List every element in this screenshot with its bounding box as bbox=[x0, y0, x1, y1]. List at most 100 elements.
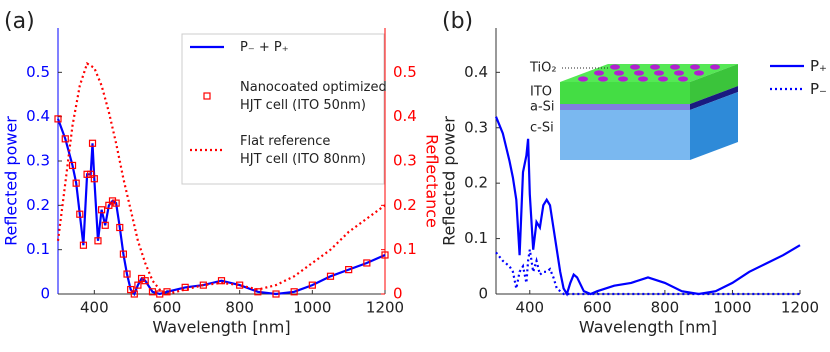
x-tick-label: 800 bbox=[651, 299, 680, 317]
marker bbox=[381, 251, 389, 259]
marker bbox=[90, 175, 98, 183]
dot bbox=[598, 76, 608, 82]
dot bbox=[710, 64, 720, 70]
x-axis-label: Wavelength [nm] bbox=[579, 318, 717, 337]
marker bbox=[108, 197, 117, 205]
dot bbox=[614, 70, 624, 76]
marker bbox=[79, 241, 88, 249]
dot bbox=[674, 70, 684, 76]
marker bbox=[97, 206, 106, 214]
side-csi bbox=[690, 92, 738, 160]
inset-label: a-Si bbox=[530, 100, 555, 115]
side-ito bbox=[690, 64, 738, 104]
y-tick-label: 0.2 bbox=[464, 174, 488, 192]
legend-label: Nanocoated optimized HJT cell (ITO 50nm) bbox=[240, 80, 387, 113]
marker bbox=[308, 281, 316, 289]
marker bbox=[68, 161, 77, 170]
dot bbox=[578, 76, 588, 82]
side-asi bbox=[690, 86, 738, 110]
y-tick-label: 0.2 bbox=[26, 196, 50, 214]
marker bbox=[54, 115, 62, 123]
x-tick-label: 600 bbox=[583, 299, 612, 317]
marker bbox=[123, 270, 131, 278]
marker bbox=[141, 277, 149, 285]
marker bbox=[199, 281, 207, 289]
marker bbox=[105, 201, 113, 209]
marker bbox=[88, 139, 97, 147]
inset-label: c-Si bbox=[530, 121, 554, 136]
x-tick-label: 400 bbox=[80, 299, 109, 317]
marker bbox=[127, 285, 135, 294]
y2-tick-label: 0.1 bbox=[393, 240, 417, 258]
legend-box bbox=[181, 33, 385, 185]
x-tick-label: 1200 bbox=[781, 299, 819, 317]
x-tick-label: 800 bbox=[225, 299, 254, 317]
inset-label: ITO bbox=[530, 85, 552, 100]
y-tick-label: 0.3 bbox=[464, 118, 488, 136]
dot bbox=[594, 70, 604, 76]
y-axis-label: Reflected power bbox=[2, 116, 21, 246]
marker bbox=[61, 135, 69, 143]
marker bbox=[137, 274, 146, 283]
dot bbox=[694, 70, 704, 76]
marker bbox=[134, 281, 142, 289]
y-tick-label: 0.1 bbox=[26, 240, 50, 258]
x-tick-label: 1000 bbox=[293, 299, 331, 317]
series-line bbox=[495, 249, 800, 296]
inset-diagram: TiO₂ ITO a-Si c-Si bbox=[529, 61, 738, 160]
y-tick-label: 0.4 bbox=[26, 107, 50, 125]
legend-label: Flat reference HJT cell (ITO 80nm) bbox=[240, 134, 366, 167]
tio2-dots bbox=[578, 64, 720, 82]
dot bbox=[618, 76, 628, 82]
dot bbox=[634, 70, 644, 76]
x-tick-label: 1000 bbox=[713, 299, 751, 317]
panel-label: (b) bbox=[442, 9, 473, 34]
dot bbox=[638, 76, 648, 82]
legend-label: P₊ bbox=[810, 57, 827, 75]
legend-swatch bbox=[203, 92, 211, 100]
marker bbox=[254, 288, 262, 296]
ito-layer bbox=[560, 82, 690, 104]
x-axis-label: Wavelength [nm] bbox=[152, 318, 290, 337]
marker bbox=[112, 199, 120, 207]
marker bbox=[130, 290, 138, 298]
x-tick-label: 1200 bbox=[366, 299, 404, 317]
marker bbox=[181, 283, 189, 291]
csi-layer bbox=[560, 110, 690, 160]
y2-tick-label: 0 bbox=[393, 285, 403, 303]
y-tick-label: 0.3 bbox=[26, 152, 50, 170]
marker bbox=[345, 266, 353, 274]
y2-tick-label: 0.3 bbox=[393, 152, 417, 170]
marker bbox=[87, 170, 95, 178]
dot bbox=[630, 64, 640, 70]
dot bbox=[658, 76, 668, 82]
y-tick-label: 0.4 bbox=[464, 63, 488, 81]
y-tick-label: 0.5 bbox=[26, 63, 50, 81]
dot bbox=[670, 64, 680, 70]
series-line bbox=[56, 118, 386, 297]
marker bbox=[290, 288, 298, 296]
x-tick-label: 400 bbox=[515, 299, 544, 317]
marker bbox=[72, 179, 80, 187]
y-tick-label: 0 bbox=[40, 285, 50, 303]
marker bbox=[326, 272, 335, 280]
marker bbox=[76, 210, 84, 218]
marker bbox=[363, 259, 371, 267]
marker bbox=[94, 237, 102, 245]
y2-tick-label: 0.5 bbox=[393, 63, 417, 81]
dot bbox=[690, 64, 700, 70]
x-tick-label: 600 bbox=[153, 299, 182, 317]
legend-label: P₋ + P₊ bbox=[240, 40, 289, 55]
marker bbox=[116, 223, 124, 232]
y2-axis-label: Reflectance bbox=[423, 134, 442, 228]
asi-layer bbox=[560, 104, 690, 110]
inset-label: TiO₂ bbox=[529, 61, 557, 76]
marker bbox=[119, 250, 128, 258]
marker bbox=[272, 290, 280, 298]
panel-label: (a) bbox=[4, 9, 35, 34]
y2-tick-label: 0.4 bbox=[393, 107, 417, 125]
y-axis-label: Reflected power bbox=[440, 116, 459, 246]
marker bbox=[101, 221, 109, 229]
legend-label: P₋ bbox=[810, 80, 827, 98]
